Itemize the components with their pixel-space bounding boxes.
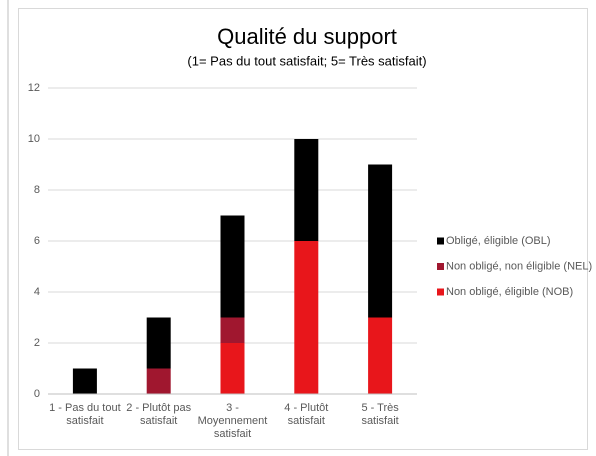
x-tick-label: 1 - Pas du tout satisfait: [49, 402, 121, 427]
y-tick-label: 10: [28, 133, 40, 145]
y-tick-label: 4: [34, 286, 40, 298]
bar-segment: [220, 317, 245, 343]
bar-segment: [368, 164, 393, 318]
chart-subtitle: (1= Pas du tout satisfait; 5= Très satis…: [187, 53, 426, 68]
bar-segment: [146, 368, 171, 394]
bar-segment: [72, 368, 97, 394]
legend-label: Non obligé, éligible (NOB): [446, 286, 573, 298]
x-tick-label: 4 - Plutôt satisfait: [284, 402, 329, 427]
bar-segment: [220, 343, 245, 394]
legend-swatch: [437, 288, 444, 296]
y-tick-label: 2: [34, 337, 40, 349]
bar-segment: [294, 139, 319, 241]
bar-segment: [368, 317, 393, 394]
legend-swatch: [437, 263, 444, 270]
x-tick-label: 5 - Très satisfait: [361, 402, 399, 427]
x-tick-label: 2 - Plutôt pas satisfait: [126, 402, 192, 427]
y-tick-label: 6: [34, 235, 40, 247]
chart-frame: [18, 8, 588, 450]
legend-label: Obligé, éligible (OBL): [446, 235, 551, 247]
bar-segment: [220, 215, 245, 318]
y-tick-label: 8: [34, 184, 40, 196]
x-tick-label: 3 - Moyennement satisfait: [197, 402, 268, 440]
legend-label: Non obligé, non éligible (NEL): [446, 260, 592, 272]
bar-segment: [294, 241, 319, 394]
legend-swatch: [437, 237, 444, 245]
chart-title: Qualité du support: [217, 24, 397, 49]
y-tick-label: 0: [34, 388, 40, 400]
bar-segment: [146, 317, 171, 369]
y-tick-label: 12: [28, 82, 40, 94]
